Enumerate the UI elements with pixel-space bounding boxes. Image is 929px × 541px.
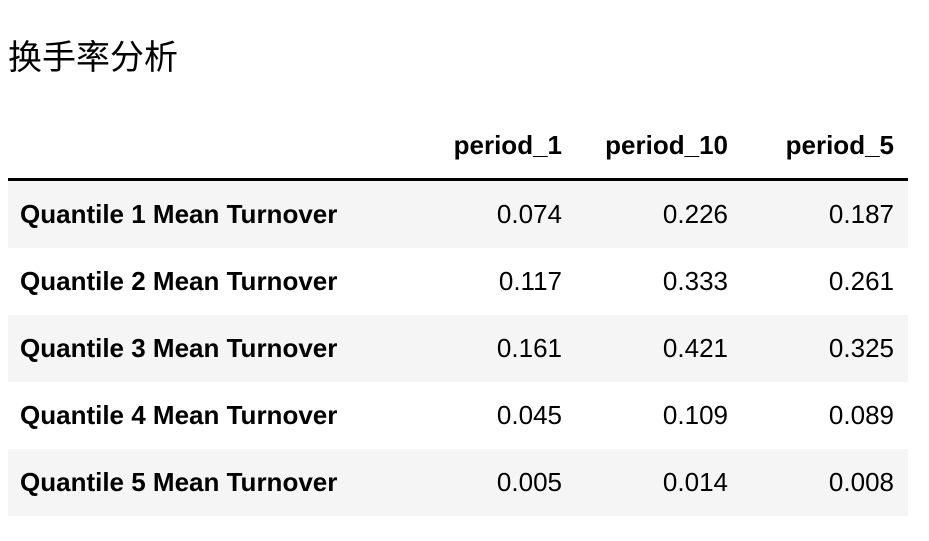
table-body: Quantile 1 Mean Turnover 0.074 0.226 0.1… — [8, 179, 908, 516]
row-label: Quantile 5 Mean Turnover — [20, 467, 338, 497]
table-row: Quantile 4 Mean Turnover 0.045 0.109 0.0… — [8, 382, 908, 449]
cell-period-1: 0.117 — [498, 266, 562, 296]
cell-period-5: 0.187 — [828, 199, 894, 229]
turnover-table: period_1 period_10 period_5 Quantile 1 M… — [8, 112, 908, 516]
cell-period-5: 0.261 — [828, 266, 894, 296]
cell-period-1: 0.045 — [496, 400, 562, 430]
cell-period-1: 0.161 — [496, 333, 562, 363]
column-header-period-5: period_5 — [742, 112, 908, 181]
table-header: period_1 period_10 period_5 — [8, 112, 908, 181]
cell-period-1: 0.005 — [496, 467, 562, 497]
cell-period-5: 0.089 — [828, 400, 894, 430]
table-row: Quantile 3 Mean Turnover 0.161 0.421 0.3… — [8, 315, 908, 382]
cell-period-10: 0.333 — [662, 266, 728, 296]
cell-period-5: 0.008 — [828, 467, 894, 497]
row-label: Quantile 3 Mean Turnover — [20, 333, 338, 363]
header-row: period_1 period_10 period_5 — [8, 112, 908, 181]
column-header-period-10: period_10 — [576, 112, 742, 181]
table-row: Quantile 5 Mean Turnover 0.005 0.014 0.0… — [8, 449, 908, 516]
index-header — [8, 112, 410, 181]
row-label: Quantile 4 Mean Turnover — [20, 400, 338, 430]
row-label: Quantile 1 Mean Turnover — [20, 199, 338, 229]
row-label: Quantile 2 Mean Turnover — [20, 266, 338, 296]
cell-period-1: 0.074 — [496, 199, 562, 229]
cell-period-10: 0.014 — [662, 467, 728, 497]
cell-period-10: 0.226 — [662, 199, 728, 229]
cell-period-5: 0.325 — [828, 333, 894, 363]
table-row: Quantile 2 Mean Turnover 0.117 0.333 0.2… — [8, 248, 908, 315]
cell-period-10: 0.421 — [662, 333, 728, 363]
table-caption: 换手率分析 — [8, 38, 178, 78]
cell-period-10: 0.109 — [662, 400, 728, 430]
table-row: Quantile 1 Mean Turnover 0.074 0.226 0.1… — [8, 179, 908, 248]
column-header-period-1: period_1 — [410, 112, 576, 181]
